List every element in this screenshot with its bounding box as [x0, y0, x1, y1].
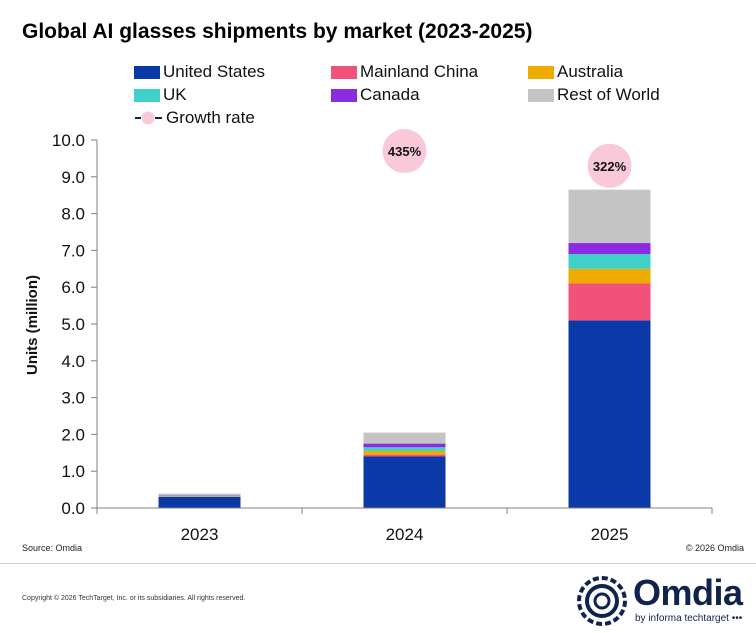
legend-label-mainland-china: Mainland China — [360, 62, 479, 81]
y-axis-title: Units (million) — [24, 275, 41, 375]
omdia-wordmark: Omdia — [633, 572, 743, 613]
legend-swatch-united-states — [134, 65, 160, 79]
legend-label-growth-rate: Growth rate — [166, 108, 255, 127]
legend-item-rest-of-world: Rest of World — [528, 85, 660, 105]
bar-mainland-china-2025 — [568, 283, 651, 321]
omdia-logo-icon — [577, 576, 627, 626]
bar-uk-2024 — [363, 447, 446, 451]
legend-item-canada: Canada — [331, 85, 420, 105]
legend-item-mainland-china: Mainland China — [331, 62, 478, 82]
y-tick-label: 7.0 — [61, 241, 85, 260]
y-tick-label: 10.0 — [52, 131, 85, 150]
bar-canada-2025 — [568, 243, 651, 255]
legend-item-growth-rate: Growth rate — [134, 108, 255, 128]
y-tick-label: 5.0 — [61, 315, 85, 334]
legend-label-uk: UK — [163, 85, 187, 104]
y-tick-label: 8.0 — [61, 205, 85, 224]
bar-uk-2025 — [568, 254, 651, 269]
bar-united-states-2024 — [363, 456, 446, 508]
y-tick-label: 6.0 — [61, 278, 85, 297]
chart-title: Global AI glasses shipments by market (2… — [22, 20, 533, 43]
omdia-logo: Omdia by informa techtarget ••• — [576, 572, 752, 628]
omdia-tagline: by informa techtarget ••• — [635, 613, 743, 624]
y-tick-label: 3.0 — [61, 389, 85, 408]
chart-copyright: © 2026 Omdia — [685, 543, 744, 553]
legend-swatch-rest-of-world — [528, 88, 554, 102]
y-tick-label: 1.0 — [61, 462, 85, 481]
legend-label-united-states: United States — [163, 62, 266, 81]
growth-rate-label: 322% — [593, 159, 627, 174]
y-tick-label: 0.0 — [61, 499, 85, 518]
bar-rest-of-world-2025 — [568, 189, 651, 244]
x-tick-label: 2024 — [386, 525, 424, 544]
legend-swatch-growth-rate — [135, 111, 162, 125]
legend-swatch-canada — [331, 88, 357, 102]
bar-australia-2024 — [363, 450, 446, 455]
source-note: Source: Omdia — [22, 543, 83, 553]
legend-swatch-uk — [134, 88, 160, 102]
bar-australia-2025 — [568, 268, 651, 284]
legend-swatch-mainland-china — [331, 65, 357, 79]
bar-canada-2024 — [363, 443, 446, 448]
legend: United States Mainland China Australia U… — [0, 0, 756, 130]
x-tick-label: 2023 — [181, 525, 219, 544]
legend-item-united-states: United States — [134, 62, 265, 82]
y-tick-label: 4.0 — [61, 352, 85, 371]
bar-rest-of-world-2024 — [363, 432, 446, 444]
growth-rate-marker — [382, 129, 427, 174]
x-tick-label: 2025 — [591, 525, 629, 544]
footer-divider — [0, 563, 756, 564]
bar-mainland-china-2024 — [363, 454, 446, 457]
bar-united-states-2023 — [158, 496, 241, 508]
legend-swatch-australia — [528, 65, 554, 79]
legend-label-rest-of-world: Rest of World — [557, 85, 660, 104]
bar-rest-of-world-2023 — [158, 493, 241, 496]
chart-plot: Units (million) 0.0 1.0 2.0 3.0 4.0 5.0 6.0 7.0… — [24, 129, 713, 544]
y-tick-label: 9.0 — [61, 168, 85, 187]
legend-item-uk: UK — [134, 85, 187, 105]
growth-rate-marker — [587, 143, 632, 188]
y-tick-label: 2.0 — [61, 425, 85, 444]
legend-label-australia: Australia — [557, 62, 624, 81]
legend-label-canada: Canada — [360, 85, 420, 104]
legend-item-australia: Australia — [528, 62, 623, 82]
growth-rate-label: 435% — [388, 144, 422, 159]
bar-united-states-2025 — [568, 320, 651, 508]
footer-copyright: Copyright © 2026 TechTarget, Inc. or its… — [22, 595, 246, 602]
